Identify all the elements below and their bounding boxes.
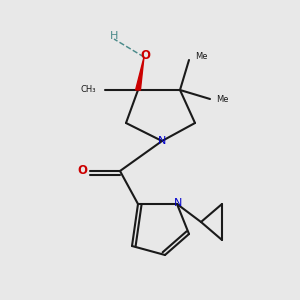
Text: Me: Me: [195, 52, 208, 62]
Text: Me: Me: [216, 94, 229, 103]
Polygon shape: [136, 57, 144, 90]
Text: N: N: [174, 197, 183, 208]
Text: H: H: [110, 31, 118, 41]
Text: N: N: [158, 136, 166, 146]
Text: O: O: [77, 164, 88, 178]
Text: CH₃: CH₃: [80, 85, 96, 94]
Text: O: O: [140, 49, 151, 62]
